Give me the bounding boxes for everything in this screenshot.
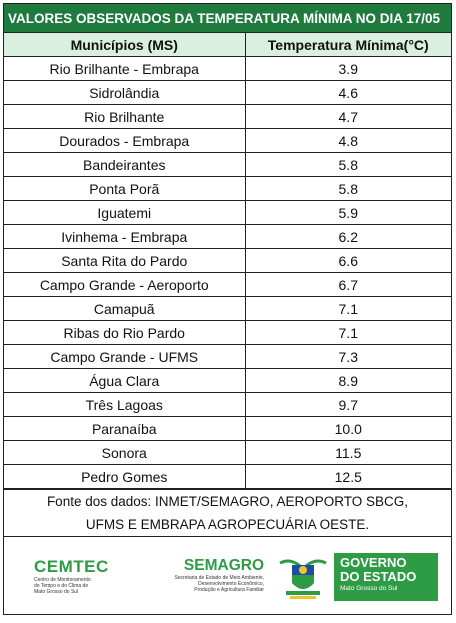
semagro-sub-2: Desenvolvimento Econômico, bbox=[198, 581, 264, 587]
table-row: Ponta Porã 5.8 bbox=[4, 176, 451, 201]
semagro-name: SEMAGRO bbox=[183, 557, 264, 574]
report-frame: VALORES OBSERVADOS DA TEMPERATURA MÍNIMA… bbox=[3, 3, 452, 615]
municipio-cell: Santa Rita do Pardo bbox=[4, 248, 246, 273]
municipio-cell: Ribas do Rio Pardo bbox=[4, 320, 246, 345]
temperature-cell: 7.3 bbox=[244, 344, 451, 369]
cemtec-sub-2: do Tempo e do Clima de bbox=[34, 583, 89, 589]
municipio-cell: Água Clara bbox=[4, 368, 246, 393]
governo-line-2: DO ESTADO bbox=[340, 569, 417, 584]
governo-logo: GOVERNO DO ESTADO Mato Grosso do Sul bbox=[272, 553, 438, 601]
municipio-cell: Campo Grande - UFMS bbox=[4, 344, 246, 369]
municipio-cell: Rio Brilhante - Embrapa bbox=[4, 56, 246, 81]
temperature-cell: 8.9 bbox=[244, 368, 451, 393]
municipio-cell: Três Lagoas bbox=[4, 392, 246, 417]
report-title: VALORES OBSERVADOS DA TEMPERATURA MÍNIMA… bbox=[4, 4, 451, 33]
table-row: Campo Grande - UFMS 7.3 bbox=[4, 344, 451, 369]
governo-line-3: Mato Grosso do Sul bbox=[340, 585, 398, 592]
table-row: Três Lagoas 9.7 bbox=[4, 392, 451, 417]
municipio-cell: Ivinhema - Embrapa bbox=[4, 224, 246, 249]
municipio-cell: Rio Brilhante bbox=[4, 104, 246, 129]
table-row: Ivinhema - Embrapa 6.2 bbox=[4, 224, 451, 249]
table-row: Pedro Gomes 12.5 bbox=[4, 464, 451, 489]
semagro-sub-3: Produção e Agricultura Familiar bbox=[194, 587, 264, 593]
cemtec-sub-1: Centro de Monitoramento bbox=[34, 577, 91, 583]
municipio-cell: Pedro Gomes bbox=[4, 464, 246, 489]
temperature-cell: 5.8 bbox=[244, 152, 451, 177]
municipio-cell: Paranaíba bbox=[4, 416, 246, 441]
table-row: Paranaíba 10.0 bbox=[4, 416, 451, 441]
state-crest-icon bbox=[272, 553, 334, 601]
table-row: Água Clara 8.9 bbox=[4, 368, 451, 393]
table-row: Camapuã 7.1 bbox=[4, 296, 451, 321]
table-row: Sidrolândia 4.6 bbox=[4, 80, 451, 105]
municipio-cell: Sonora bbox=[4, 440, 246, 465]
table-row: Santa Rita do Pardo 6.6 bbox=[4, 248, 451, 273]
semagro-sub-1: Secretaria de Estado de Meio Ambiente, bbox=[174, 575, 265, 581]
temperature-cell: 9.7 bbox=[244, 392, 451, 417]
temperature-cell: 6.2 bbox=[244, 224, 451, 249]
temperature-cell: 7.1 bbox=[244, 296, 451, 321]
governo-line-1: GOVERNO bbox=[340, 555, 407, 570]
temperature-cell: 12.5 bbox=[244, 464, 451, 489]
municipio-cell: Bandeirantes bbox=[4, 152, 246, 177]
table-row: Campo Grande - Aeroporto 6.7 bbox=[4, 272, 451, 297]
temperature-cell: 4.6 bbox=[244, 80, 451, 105]
header-municipios: Municípios (MS) bbox=[4, 33, 246, 57]
logo-bar: CEMTEC Centro de Monitoramento do Tempo … bbox=[4, 536, 451, 623]
semagro-logo: SEMAGRO Secretaria de Estado de Meio Amb… bbox=[152, 557, 265, 593]
cemtec-sub-3: Mato Grosso do Sul bbox=[34, 589, 79, 595]
source-line-1: Fonte dos dados: INMET/SEMAGRO, AEROPORT… bbox=[46, 494, 409, 509]
table-row: Rio Brilhante 4.7 bbox=[4, 104, 451, 129]
temperature-cell: 4.7 bbox=[244, 104, 451, 129]
table-row: Dourados - Embrapa 4.8 bbox=[4, 128, 451, 153]
municipio-cell: Camapuã bbox=[4, 296, 246, 321]
municipio-cell: Ponta Porã bbox=[4, 176, 246, 201]
source-line-2: UFMS E EMBRAPA AGROPECUÁRIA OESTE. bbox=[85, 517, 370, 532]
temperature-cell: 6.6 bbox=[244, 248, 451, 273]
temperature-table: Municípios (MS) Temperatura Mínima(°C) R… bbox=[4, 33, 451, 489]
table-row: Rio Brilhante - Embrapa 3.9 bbox=[4, 56, 451, 81]
table-header-row: Municípios (MS) Temperatura Mínima(°C) bbox=[4, 33, 451, 57]
table-row: Bandeirantes 5.8 bbox=[4, 152, 451, 177]
cemtec-name: CEMTEC bbox=[34, 557, 109, 576]
table-row: Sonora 11.5 bbox=[4, 440, 451, 465]
temperature-cell: 3.9 bbox=[244, 56, 451, 81]
data-source: Fonte dos dados: INMET/SEMAGRO, AEROPORT… bbox=[4, 489, 451, 536]
header-temperatura: Temperatura Mínima(°C) bbox=[244, 33, 451, 57]
temperature-cell: 7.1 bbox=[244, 320, 451, 345]
governo-text-box: GOVERNO DO ESTADO Mato Grosso do Sul bbox=[334, 553, 438, 601]
temperature-cell: 11.5 bbox=[244, 440, 451, 465]
temperature-cell: 10.0 bbox=[244, 416, 451, 441]
cemtec-logo: CEMTEC Centro de Monitoramento do Tempo … bbox=[34, 557, 134, 595]
temperature-cell: 5.8 bbox=[244, 176, 451, 201]
temperature-cell: 4.8 bbox=[244, 128, 451, 153]
municipio-cell: Iguatemi bbox=[4, 200, 246, 225]
temperature-cell: 6.7 bbox=[244, 272, 451, 297]
municipio-cell: Sidrolândia bbox=[4, 80, 246, 105]
temperature-cell: 5.9 bbox=[244, 200, 451, 225]
municipio-cell: Campo Grande - Aeroporto bbox=[4, 272, 246, 297]
table-row: Iguatemi 5.9 bbox=[4, 200, 451, 225]
municipio-cell: Dourados - Embrapa bbox=[4, 128, 246, 153]
table-row: Ribas do Rio Pardo 7.1 bbox=[4, 320, 451, 345]
